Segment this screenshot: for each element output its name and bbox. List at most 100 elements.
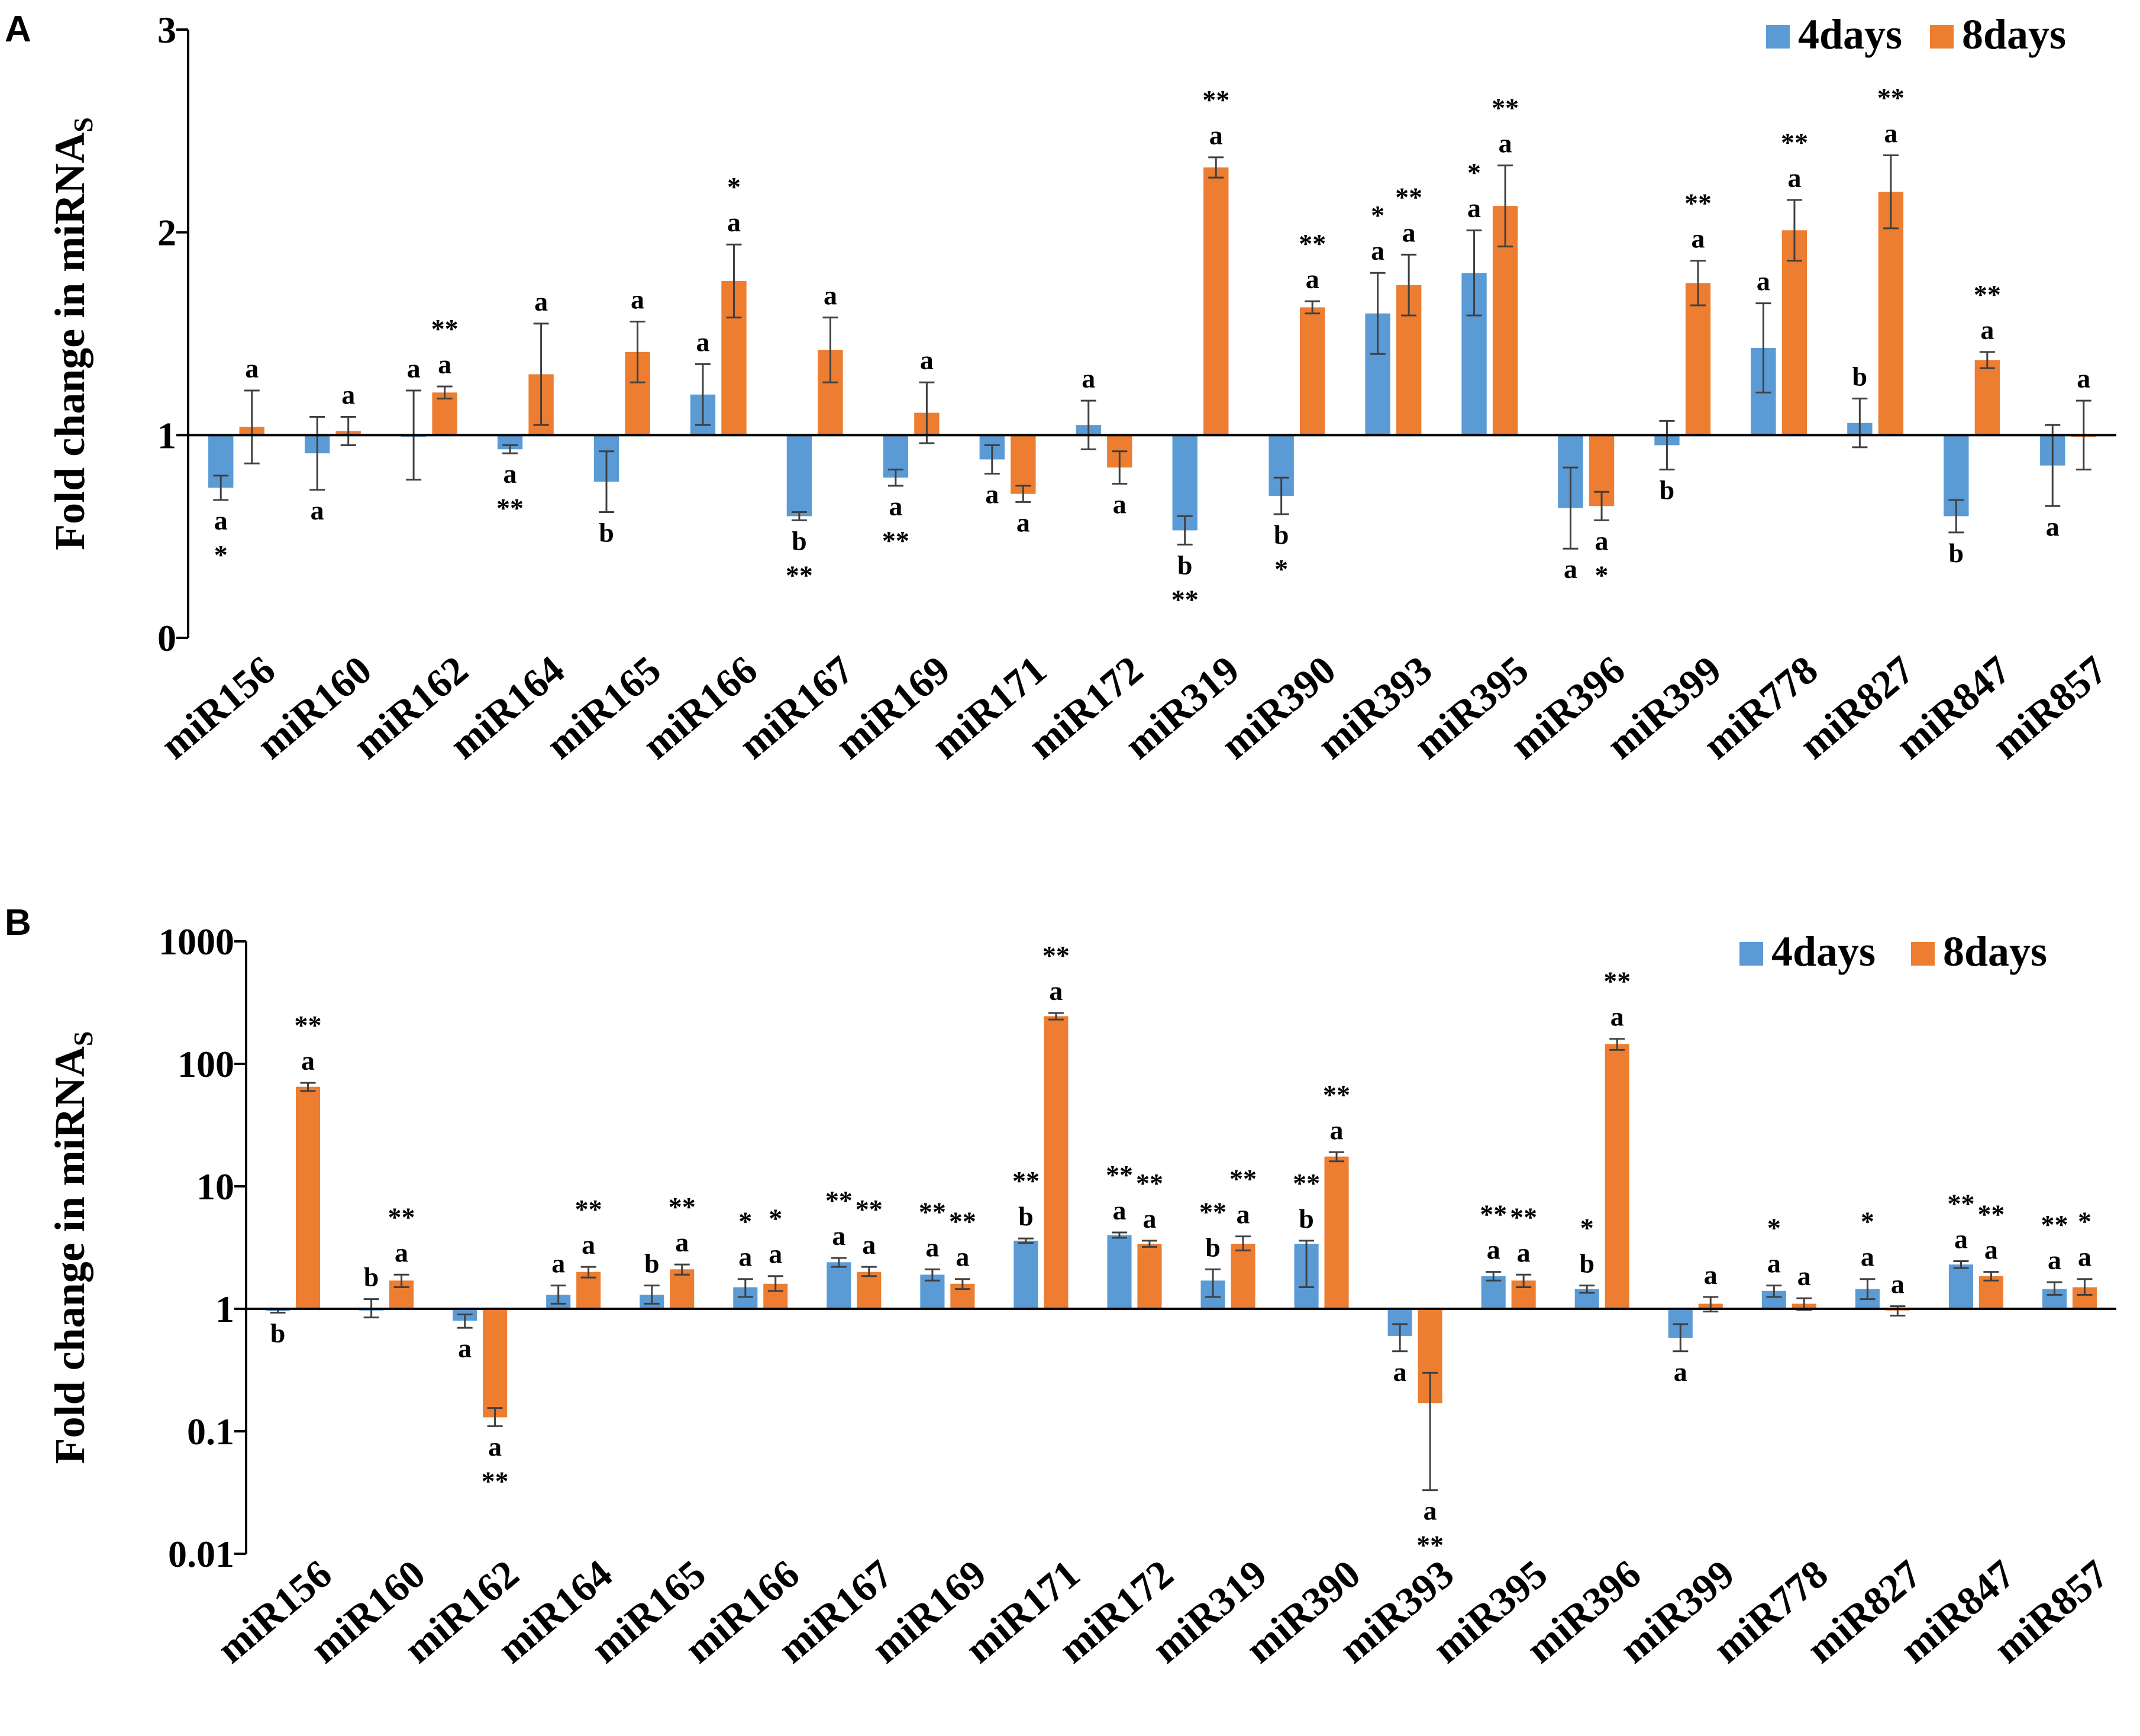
bar-8days-miR390 [1300,307,1325,435]
significance-letter: b [1949,538,1964,568]
significance-stars: ** [825,1185,853,1215]
bar-8days-miR847 [1978,1276,2003,1309]
bar-4days-miR172 [1107,1235,1132,1309]
significance-stars: ** [1171,584,1199,614]
legend-swatch-4days [1739,942,1763,966]
bar-8days-miR778 [1781,230,1807,435]
legend-swatch-8days [1930,25,1954,49]
significance-letter: a [1861,1242,1874,1272]
significance-stars: * [1467,157,1481,188]
significance-letter: a [582,1230,595,1260]
bar-8days-miR847 [1974,360,2000,435]
y-axis-title-subscript: S [68,1031,98,1047]
y-axis-title-main: Fold change in miRNA [46,1046,93,1464]
significance-letter: a [1984,1235,1998,1265]
y-axis-title-main: Fold change in miRNA [46,133,93,550]
significance-letter: a [769,1239,782,1269]
bar-8days-miR319 [1203,167,1229,435]
significance-letter: a [1797,1261,1811,1291]
significance-stars: ** [1299,228,1326,259]
bar-8days-miR172 [1137,1243,1162,1309]
significance-stars: ** [496,493,524,523]
significance-stars: ** [1877,82,1905,112]
significance-stars: ** [1323,1079,1350,1109]
significance-letter: a [458,1333,472,1363]
significance-stars: ** [1603,966,1631,996]
significance-letter: a [1674,1357,1687,1387]
panel-b: B 0.01 0.1 1 10 100 1000 Fold change in miRNAS 4… [5,902,2117,1672]
significance-letter: b [792,525,807,556]
significance-stars: ** [1781,127,1808,157]
significance-letter: a [1402,217,1416,247]
legend-label-8days: 8days [1962,11,2066,58]
bar-4days-miR171 [1013,1240,1038,1309]
significance-letter: b [1579,1248,1594,1279]
significance-stars: ** [431,314,459,344]
legend-swatch-8days [1911,942,1935,966]
significance-stars: ** [1416,1530,1444,1560]
significance-stars: ** [856,1194,883,1224]
significance-letter: a [1306,264,1319,294]
significance-stars: ** [575,1194,602,1224]
significance-letter: b [364,1262,379,1292]
significance-stars: ** [482,1466,509,1496]
significance-letter: a [1487,1235,1500,1265]
significance-stars: ** [1012,1166,1040,1196]
significance-stars: ** [786,560,813,590]
bar-8days-miR827 [1878,192,1904,435]
y-tick-label: 1 [215,1288,234,1330]
significance-stars: * [1371,200,1384,230]
significance-stars: ** [1480,1199,1507,1230]
significance-stars: ** [1042,940,1070,970]
significance-stars: * [1580,1213,1594,1243]
y-tick-label: 100 [177,1043,234,1085]
significance-letter: a [1564,554,1577,584]
y-tick-label: 10 [196,1166,234,1208]
y-tick-label: 0.1 [187,1411,234,1453]
significance-letter: a [1330,1115,1344,1145]
panel-letter: B [5,902,31,943]
significance-letter: a [1209,120,1223,150]
significance-letter: a [438,349,451,379]
significance-stars: ** [2041,1209,2068,1240]
significance-stars: ** [1492,93,1519,123]
y-tick-label: 1000 [159,921,234,963]
significance-stars: ** [388,1202,415,1232]
significance-letter: a [1767,1248,1781,1279]
significance-letter: a [1884,118,1897,148]
legend-label-4days: 4days [1798,11,1902,58]
significance-letter: a [925,1232,939,1262]
y-tick-label: 1 [157,414,176,456]
significance-letter: a [738,1242,752,1272]
bar-8days-miR396 [1605,1044,1629,1309]
significance-letter: b [1205,1232,1221,1262]
significance-stars: ** [919,1196,946,1227]
significance-letter: a [2078,1242,2091,1272]
significance-letter: a [862,1230,876,1260]
significance-letter: a [956,1242,969,1272]
significance-stars: ** [1106,1160,1133,1190]
significance-letter: a [1393,1357,1407,1387]
significance-stars: ** [949,1206,976,1237]
legend-swatch-4days [1766,25,1790,49]
significance-letter: b [1660,475,1675,505]
significance-letter: a [832,1221,845,1251]
significance-letter: a [395,1237,408,1267]
significance-letter: a [1424,1496,1437,1526]
significance-letter: a [1049,976,1063,1006]
significance-letter: a [1467,193,1481,223]
bar-8days-miR167 [857,1272,882,1309]
y-axis-title: Fold change in miRNAS [46,1031,98,1464]
significance-stars: ** [882,525,909,556]
significance-letter: a [1610,1002,1624,1032]
y-tick-label: 3 [157,9,176,51]
significance-stars: ** [1510,1202,1537,1232]
significance-stars: ** [1293,1168,1320,1198]
significance-letter: a [341,379,355,409]
significance-letter: a [675,1227,689,1257]
significance-stars: ** [669,1192,696,1222]
bar-8days-miR171 [1011,435,1036,494]
significance-letter: a [534,286,548,317]
